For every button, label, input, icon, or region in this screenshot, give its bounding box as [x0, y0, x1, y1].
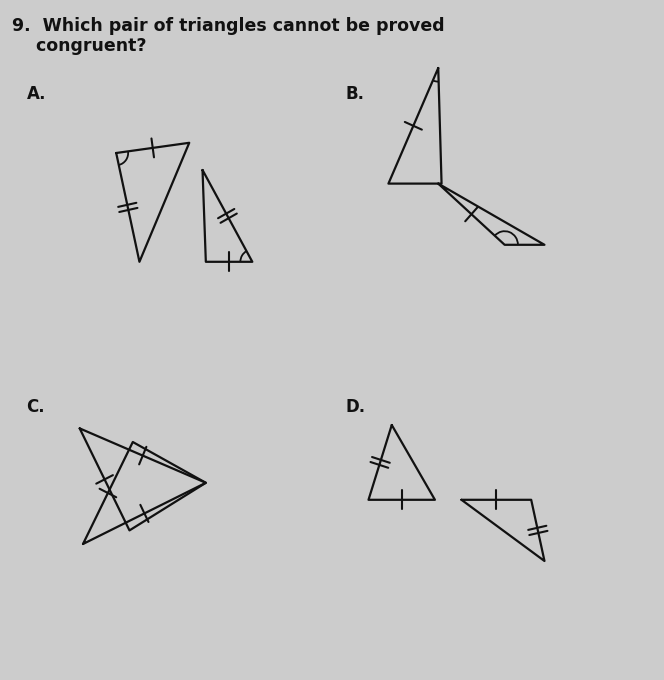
Text: C.: C. [27, 398, 45, 415]
Text: congruent?: congruent? [12, 37, 147, 55]
Text: D.: D. [345, 398, 365, 415]
Text: B.: B. [345, 85, 365, 103]
Text: 9.  Which pair of triangles cannot be proved: 9. Which pair of triangles cannot be pro… [12, 17, 445, 35]
Text: A.: A. [27, 85, 46, 103]
